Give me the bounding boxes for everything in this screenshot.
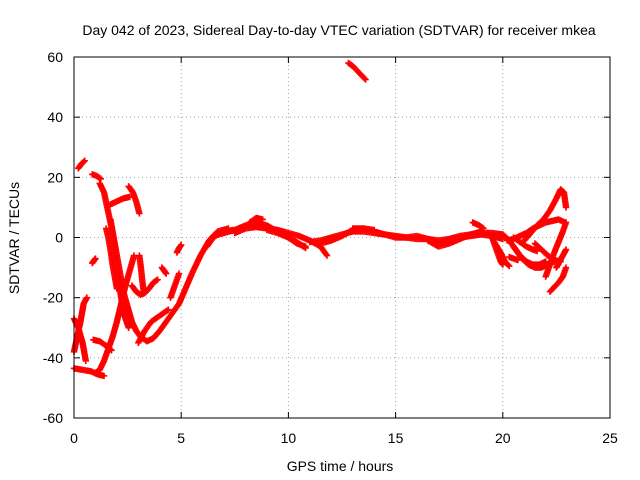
data-point <box>136 210 143 217</box>
x-tick-label: 5 <box>177 430 185 446</box>
data-point <box>92 255 99 262</box>
data-point <box>506 262 513 270</box>
data-point <box>130 252 138 259</box>
data-point <box>542 258 549 265</box>
data-point <box>361 75 368 82</box>
data-point <box>162 270 170 277</box>
x-tick-label: 20 <box>495 430 511 446</box>
data-point <box>362 76 369 83</box>
data-point <box>562 264 570 271</box>
data-point <box>178 241 185 249</box>
y-tick-label: 60 <box>47 49 63 65</box>
y-tick-label: 40 <box>47 109 63 125</box>
y-tick-label: -60 <box>43 410 63 426</box>
data-point <box>562 204 570 211</box>
data-point <box>140 288 147 295</box>
x-tick-label: 25 <box>602 430 618 446</box>
y-axis-title: SDTVAR / TECUs <box>6 182 22 294</box>
data-point <box>81 157 88 164</box>
data-marks <box>70 59 570 380</box>
data-point <box>322 251 330 258</box>
data-point <box>100 372 108 380</box>
data-point <box>165 306 172 313</box>
y-tick-label: 20 <box>47 169 63 185</box>
data-point <box>562 246 570 253</box>
x-tick-label: 0 <box>70 430 78 446</box>
x-tick-label: 15 <box>388 430 404 446</box>
x-tick-label: 10 <box>281 430 297 446</box>
tick-marks <box>73 56 611 419</box>
y-tick-label: -40 <box>43 350 63 366</box>
y-tick-label: 0 <box>55 230 63 246</box>
data-point <box>562 219 570 226</box>
data-point <box>175 270 183 277</box>
data-point <box>163 307 171 314</box>
x-tick-labels: 0 5 10 15 20 25 <box>70 430 618 446</box>
data-point <box>82 357 89 365</box>
data-point <box>480 225 487 232</box>
data-point <box>154 276 161 283</box>
data-point <box>533 247 541 255</box>
data-point <box>514 256 522 264</box>
data-point <box>97 175 104 183</box>
data-point <box>125 324 132 331</box>
data-point <box>83 294 91 301</box>
data-point <box>80 158 87 165</box>
y-tick-labels: 60 40 20 0 -20 -40 -60 <box>43 49 63 426</box>
data-point <box>302 243 309 250</box>
data-point <box>323 252 331 259</box>
chart-title: Day 042 of 2023, Sidereal Day-to-day VTE… <box>82 22 595 38</box>
x-axis-title: GPS time / hours <box>287 458 394 474</box>
data-point <box>504 261 512 269</box>
y-tick-label: -20 <box>43 290 63 306</box>
data-point <box>113 285 121 292</box>
data-point <box>370 226 378 234</box>
data-point <box>259 216 266 223</box>
